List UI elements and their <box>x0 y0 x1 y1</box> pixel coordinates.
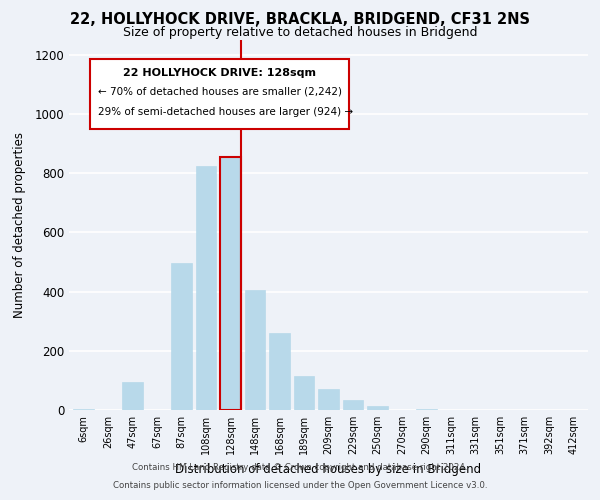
Text: 22 HOLLYHOCK DRIVE: 128sqm: 22 HOLLYHOCK DRIVE: 128sqm <box>123 68 316 78</box>
Text: ← 70% of detached houses are smaller (2,242): ← 70% of detached houses are smaller (2,… <box>98 86 341 97</box>
Bar <box>293 376 314 410</box>
Bar <box>196 166 217 410</box>
Y-axis label: Number of detached properties: Number of detached properties <box>13 132 26 318</box>
FancyBboxPatch shape <box>90 58 349 129</box>
Bar <box>220 157 241 410</box>
Bar <box>416 408 437 410</box>
Bar <box>245 290 265 410</box>
Text: 29% of semi-detached houses are larger (924) →: 29% of semi-detached houses are larger (… <box>98 106 353 117</box>
Bar <box>122 382 143 410</box>
Bar <box>343 400 364 410</box>
Text: 22, HOLLYHOCK DRIVE, BRACKLA, BRIDGEND, CF31 2NS: 22, HOLLYHOCK DRIVE, BRACKLA, BRIDGEND, … <box>70 12 530 28</box>
Text: Contains public sector information licensed under the Open Government Licence v3: Contains public sector information licen… <box>113 481 487 490</box>
Bar <box>367 406 388 410</box>
Bar <box>171 264 192 410</box>
Bar <box>318 390 339 410</box>
Bar <box>269 333 290 410</box>
Text: Size of property relative to detached houses in Bridgend: Size of property relative to detached ho… <box>123 26 477 39</box>
X-axis label: Distribution of detached houses by size in Bridgend: Distribution of detached houses by size … <box>175 462 482 475</box>
Text: Contains HM Land Registry data © Crown copyright and database right 2024.: Contains HM Land Registry data © Crown c… <box>132 464 468 472</box>
